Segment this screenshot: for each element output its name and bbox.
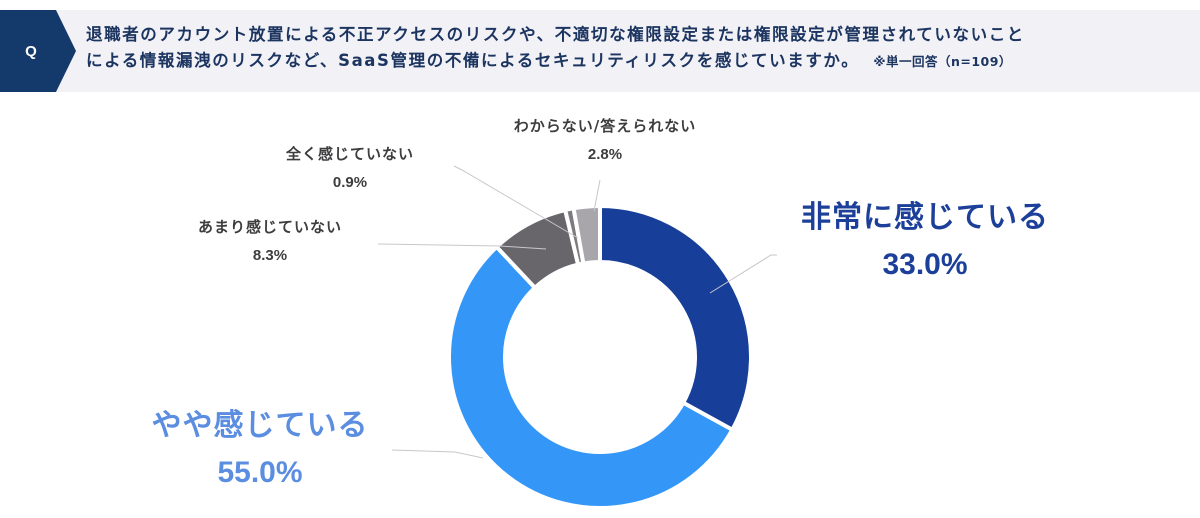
- label-unknown-value: 2.8%: [587, 146, 623, 163]
- label-very: 非常に感じている 33.0%: [760, 192, 1090, 282]
- leader-line-somewhat: [391, 449, 484, 459]
- question-text: 退職者のアカウント放置による不正アクセスのリスクや、不適切な権限設定または権限設…: [86, 22, 1186, 75]
- label-not-at-all-value: 0.9%: [332, 174, 368, 191]
- question-badge: Q: [0, 10, 76, 92]
- label-somewhat-text: やや感じている: [151, 408, 369, 443]
- label-unknown-text: わからない/答えられない: [513, 117, 697, 135]
- leader-line-not-at-all: [453, 165, 579, 239]
- question-line-2: による情報漏洩のリスクなど、SaaS管理の不備によるセキュリティリスクを感じてい…: [86, 48, 1186, 75]
- label-not-much-value: 8.3%: [252, 247, 288, 264]
- label-not-at-all: 全く感じていない 0.9%: [240, 143, 460, 191]
- response-note: ※単一回答（n=109）: [873, 54, 1012, 69]
- label-unknown: わからない/答えられない 2.8%: [470, 115, 740, 163]
- segment-very: [598, 203, 753, 433]
- label-not-much: あまり感じていない 8.3%: [150, 216, 390, 264]
- label-somewhat: やや感じている 55.0%: [100, 400, 420, 490]
- label-not-much-text: あまり感じていない: [197, 218, 342, 236]
- segment-somewhat: [447, 244, 736, 510]
- question-badge-letter: Q: [25, 42, 37, 60]
- leader-line-unknown: [593, 179, 601, 212]
- label-very-text: 非常に感じている: [801, 200, 1049, 235]
- leader-line-very: [709, 254, 777, 294]
- label-not-at-all-text: 全く感じていない: [285, 145, 414, 163]
- label-somewhat-value: 55.0%: [217, 456, 303, 489]
- donut-segments: [447, 203, 753, 510]
- question-line-2-text: による情報漏洩のリスクなど、SaaS管理の不備によるセキュリティリスクを感じてい…: [86, 51, 860, 70]
- label-very-value: 33.0%: [882, 248, 968, 281]
- question-line-1: 退職者のアカウント放置による不正アクセスのリスクや、不適切な権限設定または権限設…: [86, 25, 1025, 44]
- question-badge-shape: [0, 10, 76, 92]
- question-header: Q 退職者のアカウント放置による不正アクセスのリスクや、不適切な権限設定または権…: [0, 10, 1200, 92]
- leader-lines: [377, 165, 777, 459]
- segment-unknown: [571, 203, 602, 266]
- leader-line-not-much: [377, 243, 547, 250]
